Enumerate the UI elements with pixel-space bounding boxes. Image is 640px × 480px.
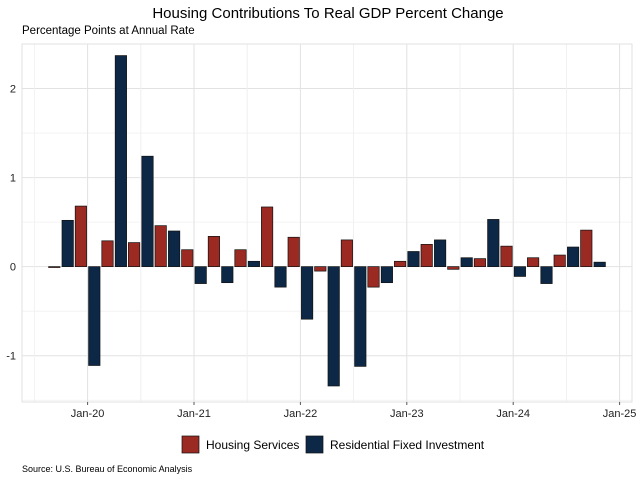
bar-residential-fixed-investment bbox=[327, 266, 340, 387]
y-tick-label: 2 bbox=[10, 84, 16, 96]
bar-housing-services bbox=[553, 254, 566, 267]
bar-housing-services bbox=[500, 245, 513, 267]
bar-housing-services bbox=[314, 266, 327, 272]
bar-housing-services bbox=[154, 225, 167, 267]
chart-subtitle: Percentage Points at Annual Rate bbox=[22, 25, 195, 37]
bar-housing-services bbox=[420, 244, 433, 267]
bar-housing-services bbox=[181, 249, 194, 267]
x-tick-label: Jan-21 bbox=[177, 408, 211, 420]
x-tick-label: Jan-22 bbox=[284, 408, 318, 420]
bars bbox=[48, 55, 606, 387]
bar-housing-services bbox=[580, 229, 593, 267]
bar-housing-services bbox=[261, 206, 274, 267]
bar-residential-fixed-investment bbox=[274, 266, 287, 288]
source-note: Source: U.S. Bureau of Economic Analysis bbox=[22, 464, 193, 474]
y-tick-label: 0 bbox=[10, 262, 16, 274]
bar-housing-services bbox=[128, 242, 141, 267]
bar-residential-fixed-investment bbox=[194, 266, 207, 284]
bar-housing-services bbox=[340, 239, 353, 267]
legend: Housing Services Residential Fixed Invest… bbox=[181, 435, 485, 454]
bar-housing-services bbox=[74, 205, 87, 267]
legend-label: Residential Fixed Investment bbox=[330, 438, 485, 452]
bar-housing-services bbox=[447, 266, 460, 270]
bar-housing-services bbox=[101, 240, 114, 267]
axes: -1 0 1 2 Jan-20 Jan-21 Jan-22 Jan-23 Jan-24 Jan-2… bbox=[6, 84, 636, 420]
bar-residential-fixed-investment bbox=[540, 266, 553, 284]
legend-swatch bbox=[305, 435, 324, 454]
bar-residential-fixed-investment bbox=[114, 55, 127, 267]
bar-residential-fixed-investment bbox=[354, 266, 367, 367]
bar-residential-fixed-investment bbox=[434, 239, 447, 267]
legend-label: Housing Services bbox=[206, 438, 299, 452]
bar-residential-fixed-investment bbox=[61, 219, 74, 267]
bar-housing-services bbox=[234, 249, 247, 267]
chart-title: Housing Contributions To Real GDP Percen… bbox=[152, 5, 503, 22]
bar-residential-fixed-investment bbox=[567, 246, 580, 267]
y-tick-label: -1 bbox=[6, 351, 16, 363]
y-tick-label: 1 bbox=[10, 173, 16, 185]
bar-housing-services bbox=[48, 266, 61, 268]
bar-residential-fixed-investment bbox=[88, 266, 101, 366]
x-tick-label: Jan-23 bbox=[390, 408, 424, 420]
x-tick-label: Jan-24 bbox=[496, 408, 530, 420]
bar-residential-fixed-investment bbox=[141, 155, 154, 267]
x-tick-label: Jan-25 bbox=[603, 408, 637, 420]
bar-housing-services bbox=[473, 258, 486, 267]
bar-housing-services bbox=[287, 236, 300, 267]
bar-residential-fixed-investment bbox=[247, 260, 260, 267]
grid bbox=[22, 43, 632, 402]
bar-residential-fixed-investment bbox=[168, 230, 181, 267]
bar-residential-fixed-investment bbox=[301, 266, 314, 320]
bar-residential-fixed-investment bbox=[380, 266, 393, 284]
bar-housing-services bbox=[394, 260, 407, 267]
legend-swatch bbox=[181, 435, 200, 454]
bar-residential-fixed-investment bbox=[407, 251, 420, 267]
bar-residential-fixed-investment bbox=[487, 219, 500, 267]
bar-housing-services bbox=[367, 266, 380, 288]
bar-housing-services bbox=[207, 236, 220, 267]
plot-border bbox=[21, 43, 633, 403]
bar-housing-services bbox=[527, 257, 540, 267]
bar-residential-fixed-investment bbox=[460, 257, 473, 267]
bar-residential-fixed-investment bbox=[221, 266, 234, 284]
bar-residential-fixed-investment bbox=[513, 266, 526, 277]
bar-residential-fixed-investment bbox=[593, 261, 606, 267]
x-tick-label: Jan-20 bbox=[71, 408, 105, 420]
